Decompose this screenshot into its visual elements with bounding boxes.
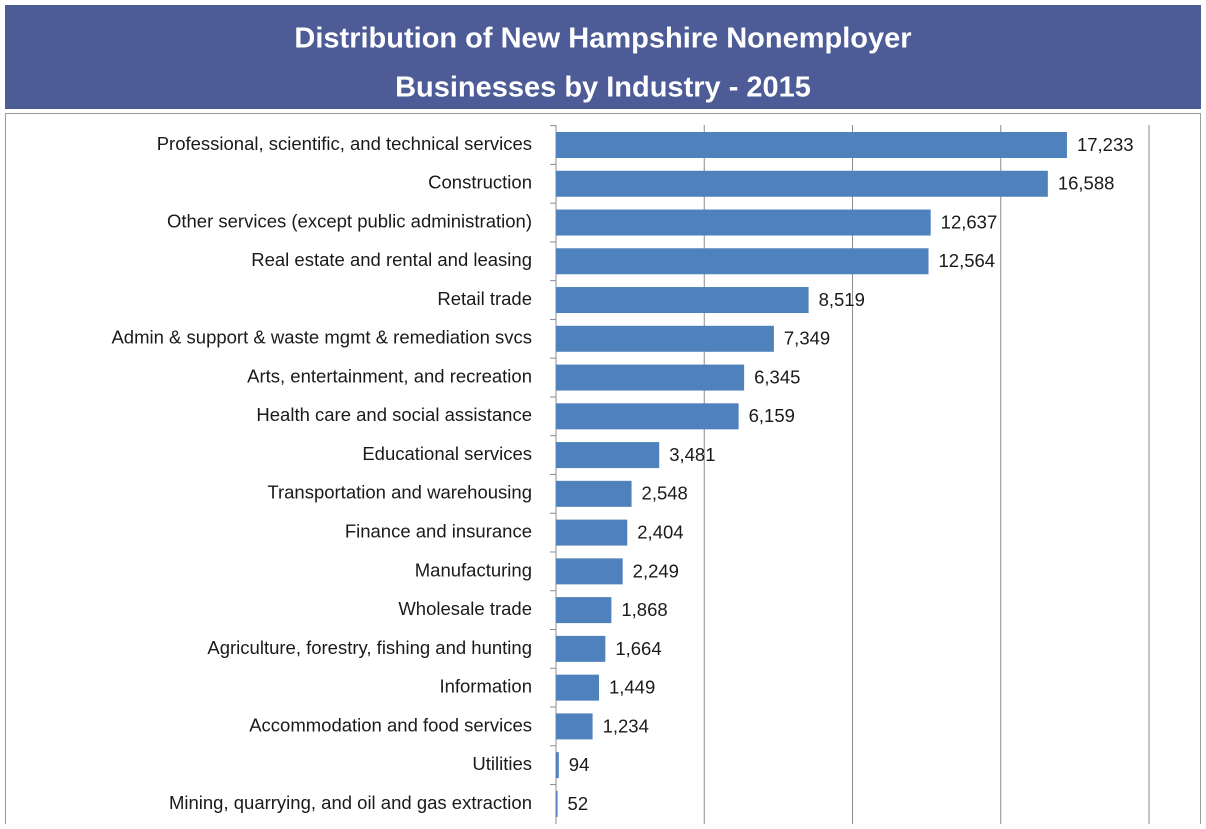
bar <box>556 209 931 236</box>
category-label: Retail trade <box>437 288 532 309</box>
category-label: Wholesale trade <box>398 598 532 619</box>
bar <box>556 170 1048 197</box>
bar <box>556 248 929 275</box>
value-label: 6,159 <box>749 405 795 426</box>
value-label: 8,519 <box>819 289 865 310</box>
category-label: Manufacturing <box>415 559 532 580</box>
value-label: 52 <box>568 793 589 814</box>
value-label: 1,664 <box>615 638 661 659</box>
value-label: 2,548 <box>642 483 688 504</box>
bar <box>556 442 660 469</box>
title-banner <box>5 5 1201 109</box>
bar <box>556 480 632 507</box>
bar <box>556 132 1067 158</box>
chart-title: Businesses by Industry - 2015 <box>395 72 811 104</box>
value-label: 3,481 <box>669 444 715 465</box>
bar <box>556 325 774 352</box>
bar <box>556 790 558 817</box>
bar <box>556 558 623 585</box>
value-label: 94 <box>569 754 590 775</box>
bar <box>556 752 559 779</box>
value-label: 6,345 <box>754 366 800 387</box>
bar <box>556 403 739 430</box>
category-label: Real estate and rental and leasing <box>251 249 532 270</box>
category-label: Transportation and warehousing <box>267 482 532 503</box>
category-label: Information <box>439 676 532 697</box>
value-label: 16,588 <box>1058 173 1115 194</box>
value-label: 1,234 <box>603 715 649 736</box>
value-label: 1,868 <box>621 599 667 620</box>
bar <box>556 674 599 701</box>
value-label: 1,449 <box>609 677 655 698</box>
category-label: Mining, quarrying, and oil and gas extra… <box>169 792 532 813</box>
bar <box>556 519 628 546</box>
chart-title: Distribution of New Hampshire Nonemploye… <box>294 23 911 55</box>
bar <box>556 287 809 314</box>
value-label: 7,349 <box>784 328 830 349</box>
chart-border <box>5 113 1201 829</box>
category-label: Utilities <box>472 753 532 774</box>
value-label: 2,249 <box>633 560 679 581</box>
value-label: 12,564 <box>939 250 996 271</box>
bar <box>556 364 745 391</box>
bar <box>556 635 606 662</box>
category-label: Finance and insurance <box>345 520 532 541</box>
category-label: Educational services <box>362 443 532 464</box>
value-label: 17,233 <box>1077 134 1134 155</box>
category-label: Construction <box>428 172 532 193</box>
bar <box>556 713 593 740</box>
bar <box>556 597 612 624</box>
value-label: 12,637 <box>941 211 998 232</box>
value-label: 2,404 <box>637 521 683 542</box>
category-label: Admin & support & waste mgmt & remediati… <box>111 327 532 348</box>
category-label: Arts, entertainment, and recreation <box>247 365 532 386</box>
category-label: Health care and social assistance <box>256 404 532 425</box>
category-label: Other services (except public administra… <box>167 210 532 231</box>
category-label: Accommodation and food services <box>249 714 532 735</box>
category-label: Agriculture, forestry, fishing and hunti… <box>207 637 532 658</box>
category-label: Professional, scientific, and technical … <box>157 133 532 154</box>
